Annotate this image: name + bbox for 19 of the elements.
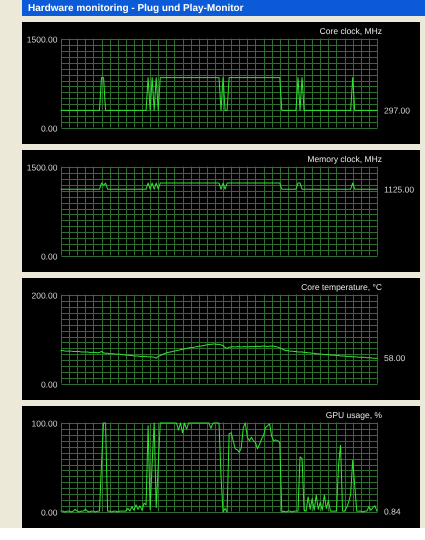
y-tick-label: 0.00 [40,252,58,262]
data-label: 0.84 [384,506,401,516]
y-tick-label: 200.00 [32,290,58,300]
data-label: 297.00 [384,105,410,116]
data-label: 58.00 [384,353,406,364]
line-series [60,343,378,359]
line-series [60,422,378,512]
y-tick-label: 1500.00 [26,34,58,44]
y-tick-label: 0.00 [40,380,58,390]
y-tick-label: 100.00 [32,418,58,428]
y-tick-label: 1500.00 [26,162,58,172]
y-axis-title: Memory clock, MHz [307,154,382,164]
data-label: 1125.00 [384,184,414,194]
y-tick-label: 0.00 [40,508,58,518]
y-axis-title: Core clock, MHz [320,26,382,36]
y-tick-label: 0.00 [40,124,58,134]
y-axis-title: Core temperature, °C [301,282,382,292]
chart-title: Hardware monitoring - Plug und Play-Monitor [28,3,244,14]
y-axis-title: GPU usage, % [326,410,382,420]
